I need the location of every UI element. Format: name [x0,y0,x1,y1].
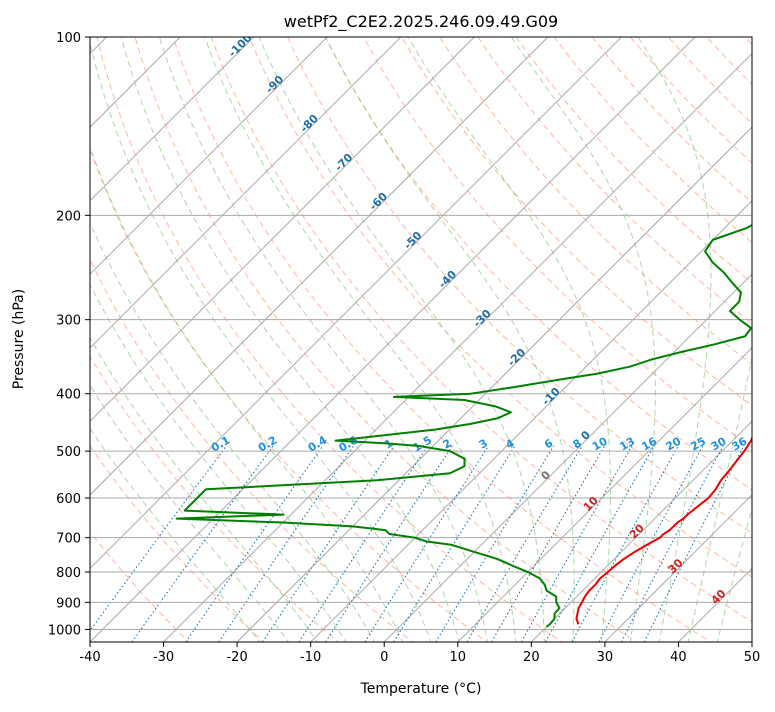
isotherm-line [90,37,402,349]
y-tick-label: 800 [56,566,81,581]
isotherm-line [236,126,752,642]
isotherm-line [90,37,475,423]
axes: -40 -30 -20 -10 0 10 20 30 40 50 100 200 300 400 500 60… [48,31,760,665]
isotherm-line [90,37,622,570]
y-tick-label: 1000 [48,623,81,638]
y-tick-label: 500 [56,445,81,460]
y-tick-label: 100 [56,31,81,46]
x-tick-label: -30 [153,650,174,665]
x-tick-label: 50 [744,650,761,665]
mixing-ratio-line [520,445,633,642]
x-tick-label: 20 [523,650,540,665]
y-tick-label: 300 [56,314,81,329]
y-tick-label: 200 [56,209,81,224]
dewpoint-profile-line [175,224,752,628]
moist-adiabat-line [90,221,375,642]
x-tick-label: 30 [597,650,614,665]
x-axis-label: Temperature (°C) [360,681,482,697]
mixing-ratio-line [131,445,274,642]
isotherm-line [90,37,549,496]
y-axis-label: Pressure (hPa) [11,289,27,389]
dry-adiabat-line [324,37,752,491]
isotherm-line [90,37,328,275]
isotherm-line [383,273,752,642]
mixing-ratio-line [621,445,724,642]
profiles [175,224,752,628]
isotherm-line [90,37,696,642]
chart-title: wetPf2_C2E2.2025.246.09.49.G09 [284,12,558,32]
dry-adiabat-line [90,258,414,642]
mixing-ratio-line [393,445,516,642]
isotherm-line [163,52,752,642]
mixing-ratio-line [185,445,324,642]
x-tick-label: -20 [226,650,247,665]
y-tick-label: 600 [56,492,81,507]
mixing-ratio-line [325,445,453,642]
mixing-ratio-line [545,445,655,642]
mixing-ratio-line [466,445,583,642]
y-tick-label: 400 [56,388,81,403]
dry-adiabat-line [248,37,752,578]
mixing-ratio-line [298,445,429,642]
mixing-ratio-line [218,445,355,642]
isotherm-line [310,199,752,642]
y-tick-label: 900 [56,596,81,611]
dry-adiabat-line [90,148,488,642]
x-tick-label: -40 [79,650,100,665]
isotherm-line [604,494,752,642]
mixing-ratio-line [364,445,489,642]
dry-adiabat-line [363,37,752,449]
x-tick-label: -10 [300,650,321,665]
y-tick-label: 700 [56,532,81,547]
temperature-profile-line [575,435,752,625]
mixing-ratio-line [643,445,745,642]
x-tick-label: 10 [450,650,467,665]
x-tick-label: 40 [670,650,687,665]
x-tick-label: 0 [380,650,388,665]
isotherm-line [90,37,255,202]
isotherm-line [457,347,752,642]
isotherm-line [530,420,752,642]
mixing-ratio-line [435,445,555,642]
mixing-ratio-line [262,445,395,642]
plot-frame [89,36,753,643]
dry-adiabat-line [286,37,752,534]
